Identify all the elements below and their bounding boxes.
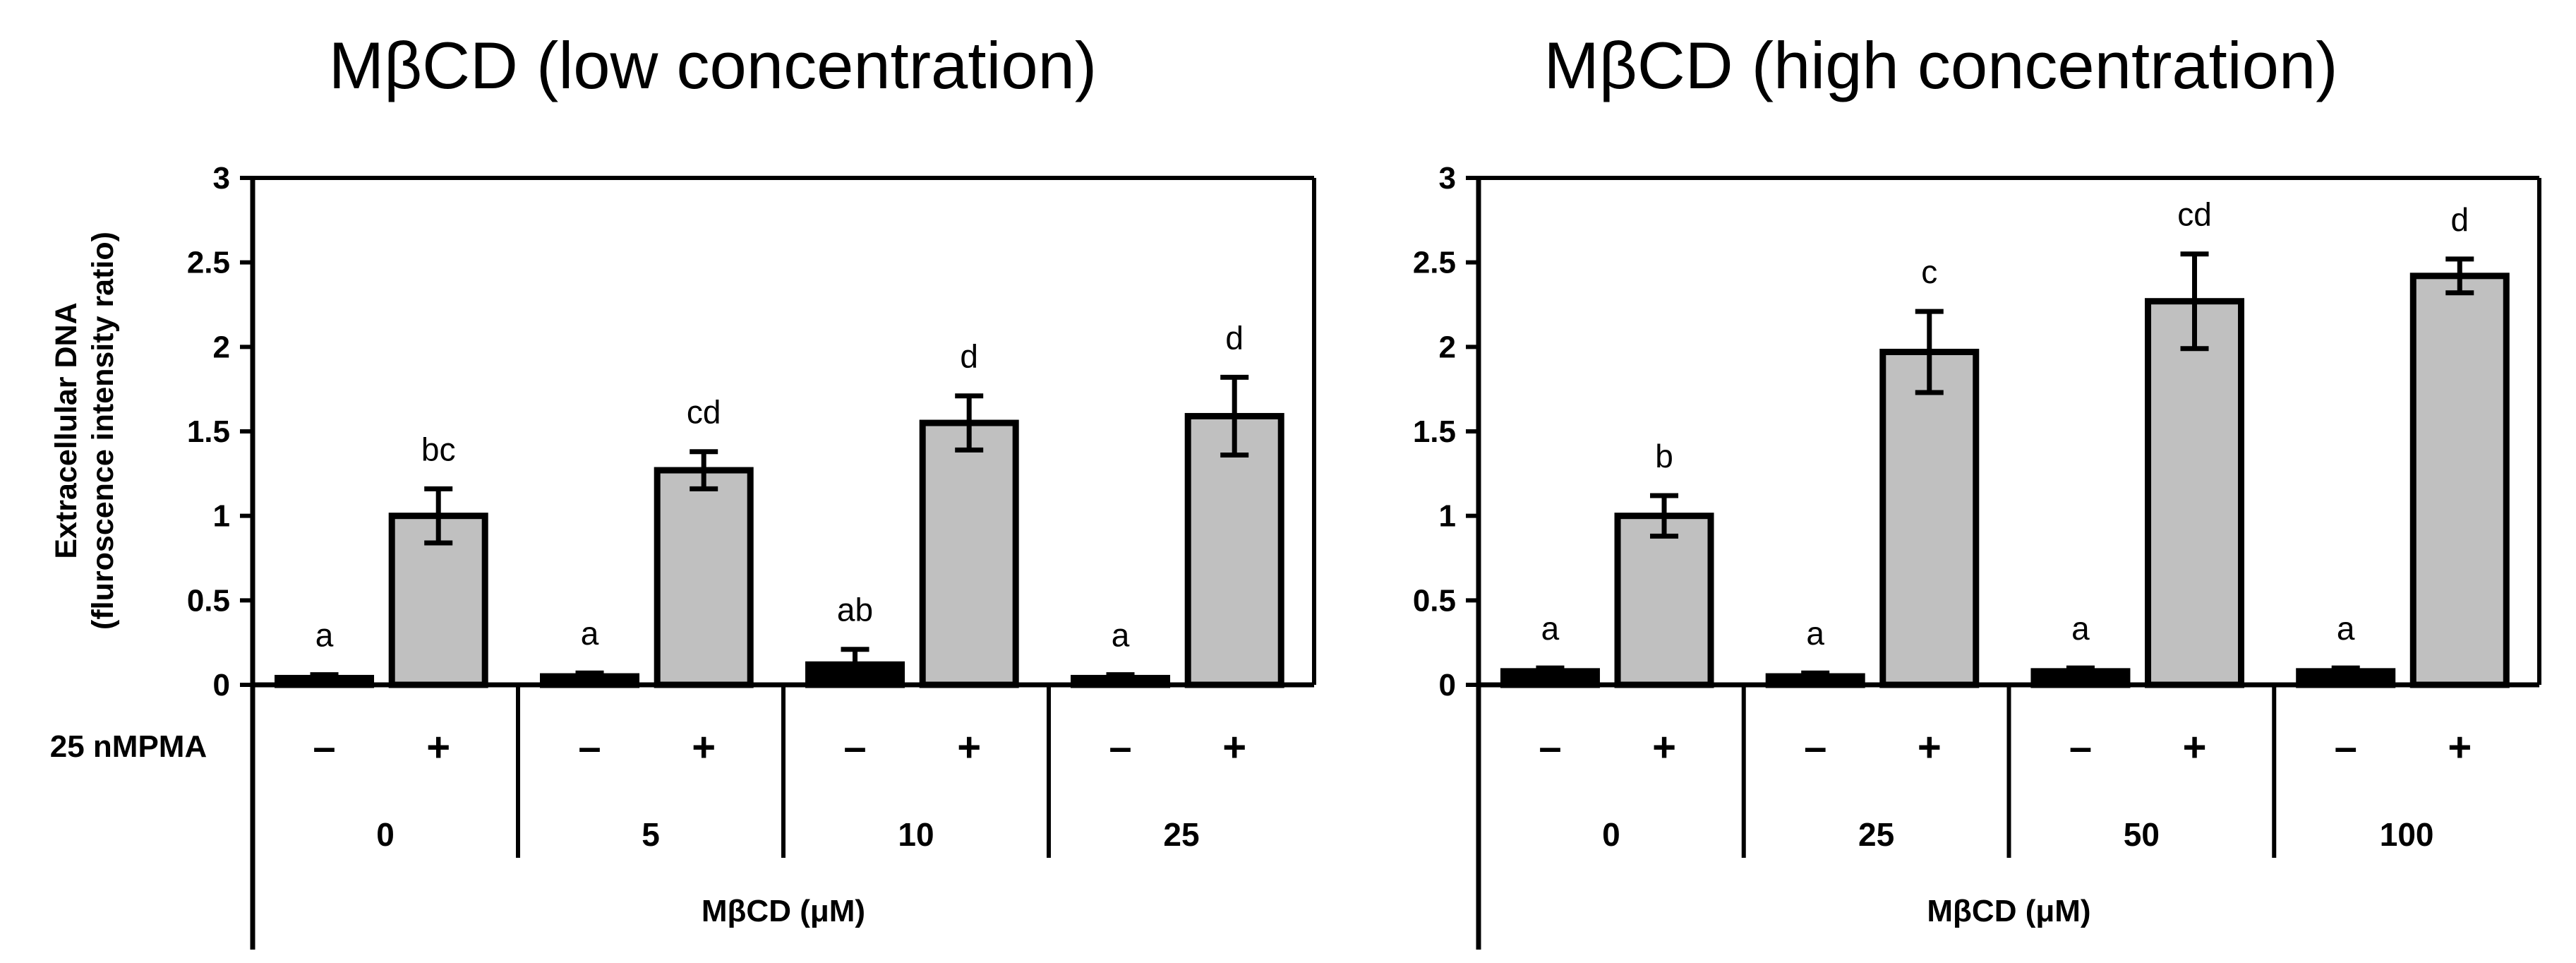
y-axis-ticks: 0 0.5 1 1.5 2 2.5 3 — [187, 161, 253, 702]
minus-sign: – — [1804, 724, 1826, 770]
significance-letter: ab — [837, 592, 873, 628]
condition-label: 25 nMPMA — [50, 729, 207, 764]
y-tick-label: 1 — [1439, 499, 1456, 534]
y-axis-label-line2: (fluroscence intensity ratio) — [86, 232, 120, 630]
plus-sign: + — [1222, 724, 1246, 770]
bar-plus — [2145, 298, 2245, 688]
chart-title-low: MβCD (low concentration) — [329, 28, 1097, 102]
minus-sign: – — [578, 724, 601, 770]
significance-letter: a — [2337, 610, 2355, 647]
error-bars — [1536, 251, 2474, 683]
plus-sign: + — [1652, 724, 1676, 770]
minus-sign: – — [2335, 724, 2357, 770]
significance-letter: cd — [2177, 196, 2212, 233]
significance-letter: a — [2071, 610, 2090, 647]
y-axis-ticks: 0 0.5 1 1.5 2 2.5 3 — [1413, 161, 1479, 702]
y-tick-label: 0.5 — [1413, 583, 1456, 618]
plot-frame — [250, 176, 1316, 950]
significance-letter: a — [581, 615, 599, 652]
category-separators — [516, 685, 1051, 858]
y-tick-label: 2.5 — [1413, 246, 1456, 280]
y-tick-label: 2.5 — [187, 246, 230, 280]
y-axis-label-line1: Extracellular DNA — [49, 302, 83, 558]
plus-sign: + — [426, 724, 450, 770]
category-separators — [1741, 685, 2277, 858]
x-axis-label: MβCD (μM) — [1927, 894, 2090, 928]
y-tick-label: 0 — [213, 668, 230, 702]
x-category-label: 50 — [2124, 816, 2160, 853]
minus-sign: – — [2069, 724, 2092, 770]
significance-letter: a — [1541, 610, 1560, 647]
x-category-label: 5 — [642, 816, 660, 853]
minus-sign: – — [843, 724, 866, 770]
bars — [1500, 273, 2510, 688]
y-tick-label: 3 — [213, 161, 230, 196]
y-tick-label: 3 — [1439, 161, 1456, 196]
condition-signs: – + – + – + – + — [1539, 724, 2472, 770]
significance-letter: c — [1921, 253, 1937, 290]
y-tick-label: 2 — [1439, 330, 1456, 364]
significance-letter: a — [315, 617, 334, 654]
significance-letters: a b a c a cd a d — [1541, 196, 2469, 652]
minus-sign: – — [313, 724, 335, 770]
y-tick-label: 0.5 — [187, 583, 230, 618]
bar-plus — [2409, 273, 2510, 688]
bar-plus — [654, 467, 754, 688]
significance-letter: cd — [687, 394, 721, 431]
y-tick-label: 1 — [213, 499, 230, 534]
minus-sign: – — [1109, 724, 1131, 770]
y-tick-label: 1.5 — [1413, 414, 1456, 449]
bar-plus — [1879, 349, 1980, 688]
significance-letter: d — [960, 338, 978, 375]
significance-letter: b — [1655, 438, 1673, 474]
error-bars — [310, 374, 1249, 684]
x-axis-label: MβCD (μM) — [702, 894, 865, 928]
minus-sign: – — [1539, 724, 1561, 770]
x-category-label: 25 — [1858, 816, 1894, 853]
bar-plus — [1614, 513, 1714, 688]
x-category-label: 0 — [376, 816, 395, 853]
x-category-label: 25 — [1163, 816, 1199, 853]
significance-letter: a — [1806, 615, 1824, 652]
x-category-labels: 0 5 10 25 — [376, 816, 1199, 853]
x-category-labels: 0 25 50 100 — [1602, 816, 2433, 853]
y-tick-label: 0 — [1439, 668, 1456, 702]
chart-panel-high-concentration: 0 0.5 1 1.5 2 2.5 3 a b a c a cd a d – + – + – + – + 0 25 50 10… — [1413, 161, 2541, 950]
x-category-label: 0 — [1602, 816, 1620, 853]
significance-letter: d — [2450, 201, 2469, 238]
x-category-label: 100 — [2380, 816, 2434, 853]
y-tick-label: 2 — [213, 330, 230, 364]
bar-plus — [919, 419, 1019, 688]
significance-letters: a bc a cd ab d a d — [315, 319, 1244, 653]
plot-frame — [1476, 176, 2541, 950]
x-category-label: 10 — [898, 816, 934, 853]
plus-sign: + — [1918, 724, 1942, 770]
plus-sign: + — [692, 724, 716, 770]
plus-sign: + — [2448, 724, 2472, 770]
significance-letter: bc — [421, 431, 456, 467]
condition-signs: – + – + – + – + — [313, 724, 1246, 770]
chart-panel-low-concentration: 0 0.5 1 1.5 2 2.5 3 a bc a cd ab d a d – + – + – + – + 0 5 10 2… — [187, 161, 1316, 950]
significance-letter: a — [1112, 617, 1130, 654]
plus-sign: + — [957, 724, 981, 770]
y-tick-label: 1.5 — [187, 414, 230, 449]
significance-letter: d — [1225, 319, 1244, 356]
plus-sign: + — [2183, 724, 2207, 770]
chart-title-high: MβCD (high concentration) — [1543, 28, 2337, 102]
